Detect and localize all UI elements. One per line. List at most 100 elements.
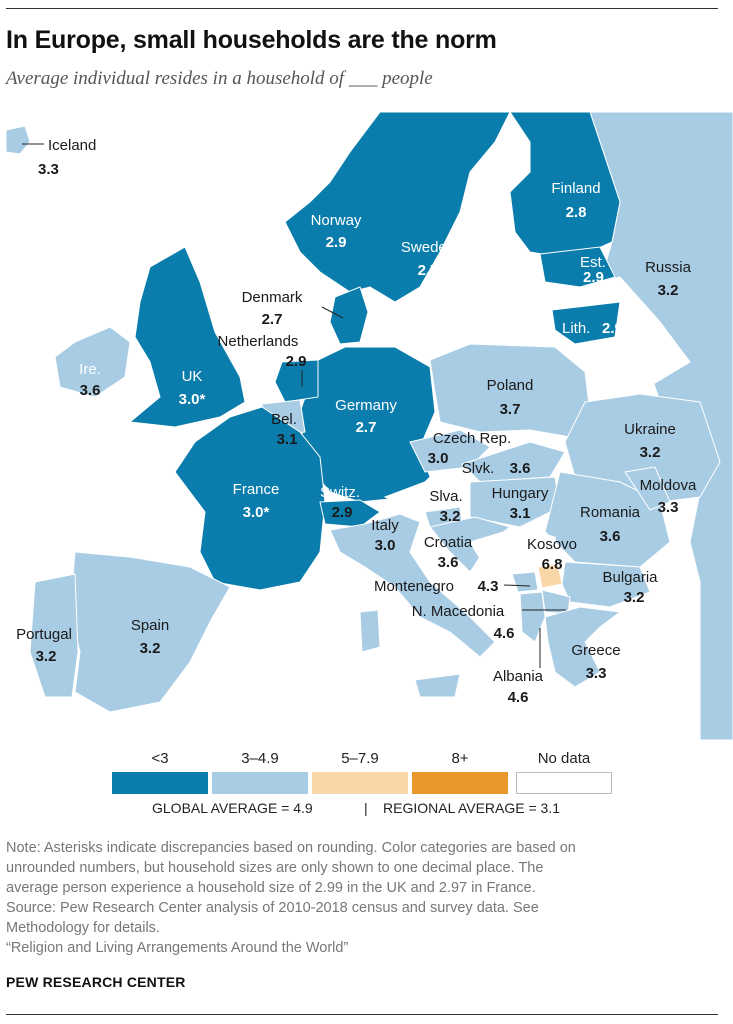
country-name-albania: Albania	[493, 668, 544, 685]
country-name-germany: Germany	[335, 397, 397, 414]
legend-swatch-3	[412, 772, 508, 794]
legend-label-2: 5–7.9	[341, 750, 379, 767]
source-line: Methodology for details.	[6, 920, 160, 936]
country-value-greece: 3.3	[586, 665, 607, 682]
country-shape-iceland	[5, 125, 31, 155]
country-shape-italy	[329, 513, 496, 658]
labels-russia: Russia 3.2	[645, 259, 692, 299]
top-rule	[6, 8, 718, 9]
country-name-slovakia: Slvk.	[462, 460, 495, 477]
chart-subtitle: Average individual resides in a househol…	[6, 68, 433, 89]
country-value-macedonia: 4.6	[494, 625, 515, 642]
country-shape-uk	[128, 246, 246, 428]
country-value-uk: 3.0*	[179, 391, 206, 408]
country-name-sweden: Sweden	[401, 239, 455, 256]
country-name-switzerland: Switz.	[320, 484, 360, 501]
country-name-greece: Greece	[571, 642, 620, 659]
country-name-spain: Spain	[131, 617, 169, 634]
country-name-slovenia: Slva.	[429, 488, 462, 505]
bottom-rule	[6, 1014, 718, 1015]
country-shape-sardinia	[359, 609, 381, 653]
leader-montenegro	[503, 584, 531, 587]
labels-greece: Greece 3.3	[571, 642, 620, 682]
country-value-lithuania: 2.9	[602, 320, 623, 337]
labels-finland: Finland 2.8	[551, 180, 600, 221]
country-value-norway: 2.9	[326, 234, 347, 251]
country-name-moldova: Moldova	[640, 477, 697, 494]
europe-map: Iceland 3.3 Norway 2.9 Sweden 2.7 Finlan…	[5, 112, 733, 740]
leader-denmark	[321, 306, 344, 319]
country-value-ukraine: 3.2	[640, 444, 661, 461]
country-name-kosovo: Kosovo	[527, 536, 577, 553]
labels-poland: Poland 3.7	[487, 377, 534, 418]
country-value-kosovo: 6.8	[542, 556, 563, 573]
country-value-albania: 4.6	[508, 689, 529, 706]
country-shape-austria	[383, 479, 471, 511]
country-shape-greece	[544, 606, 622, 688]
country-value-iceland: 3.3	[38, 161, 59, 178]
country-name-poland: Poland	[487, 377, 534, 394]
country-value-slovenia: 3.2	[440, 508, 461, 525]
country-shape-portugal	[29, 573, 79, 698]
country-name-croatia: Croatia	[424, 534, 473, 551]
country-value-spain: 3.2	[140, 640, 161, 657]
labels-netherlands: Netherlands 2.9	[218, 333, 307, 370]
labels-bulgaria: Bulgaria 3.2	[602, 569, 658, 606]
country-value-sweden: 2.7	[418, 262, 439, 279]
labels-kosovo: Kosovo 6.8	[527, 536, 577, 573]
labels-ireland: Ire. 3.6	[79, 361, 101, 399]
country-value-italy: 3.0	[375, 537, 396, 554]
country-shape-netherlands	[274, 359, 319, 403]
country-value-belgium: 3.1	[277, 431, 298, 448]
country-shape-denmark	[329, 286, 369, 345]
country-name-russia: Russia	[645, 259, 692, 276]
labels-macedonia: N. Macedonia 4.6	[412, 603, 515, 642]
note-line: unrounded numbers, but household sizes a…	[6, 860, 544, 876]
labels-portugal: Portugal 3.2	[16, 626, 72, 665]
country-name-ukraine: Ukraine	[624, 421, 676, 438]
legend-swatch-0	[112, 772, 208, 794]
country-value-finland: 2.8	[566, 204, 587, 221]
country-value-estonia: 2.9	[583, 269, 604, 286]
country-name-hungary: Hungary	[492, 485, 549, 502]
labels-hungary: Hungary 3.1	[492, 485, 549, 522]
country-value-germany: 2.7	[356, 419, 377, 436]
labels-czech: Czech Rep. 3.0	[428, 430, 512, 467]
legend-label-3: 8+	[451, 750, 469, 767]
legend-swatch-4	[516, 772, 612, 794]
labels-norway: Norway 2.9	[311, 212, 362, 251]
labels-estonia: Est. 2.9	[580, 254, 606, 286]
country-name-italy: Italy	[371, 517, 399, 534]
country-name-netherlands: Netherlands	[218, 333, 299, 350]
country-shape-estonia	[539, 246, 616, 288]
country-shape-scandinavia	[284, 112, 511, 303]
labels-spain: Spain 3.2	[131, 617, 169, 657]
country-value-switzerland: 2.9	[332, 504, 353, 521]
labels-uk: UK 3.0*	[179, 368, 206, 408]
labels-denmark: Denmark 2.7	[242, 289, 303, 328]
country-value-hungary: 3.1	[510, 505, 531, 522]
country-value-croatia: 3.6	[438, 554, 459, 571]
legend-label-0: <3	[151, 750, 169, 767]
legend-label-4: No data	[537, 750, 591, 767]
country-value-romania: 3.6	[600, 528, 621, 545]
map-legend: <3 3–4.9 5–7.9 8+ No data GLOBAL AVERAGE…	[0, 740, 733, 830]
legend-swatch-1	[212, 772, 308, 794]
country-shape-slovakia	[461, 441, 566, 483]
country-name-finland: Finland	[551, 180, 600, 197]
country-value-russia: 3.2	[658, 282, 679, 299]
labels-croatia: Croatia 3.6	[424, 534, 473, 571]
legend-label-1: 3–4.9	[241, 750, 279, 767]
country-name-romania: Romania	[580, 504, 641, 521]
country-shape-lithuania	[551, 301, 621, 345]
legend-swatch-2	[312, 772, 408, 794]
regional-average: REGIONAL AVERAGE = 3.1	[383, 800, 561, 816]
labels-sweden: Sweden 2.7	[401, 239, 455, 279]
labels-belgium: Bel. 3.1	[271, 411, 297, 448]
country-name-belgium: Bel.	[271, 411, 297, 428]
country-shape-ireland	[54, 326, 131, 398]
country-name-macedonia: N. Macedonia	[412, 603, 505, 620]
country-value-bulgaria: 3.2	[624, 589, 645, 606]
notes-block: Note: Asterisks indicate discrepancies b…	[6, 838, 718, 958]
global-average: GLOBAL AVERAGE = 4.9	[152, 800, 313, 816]
